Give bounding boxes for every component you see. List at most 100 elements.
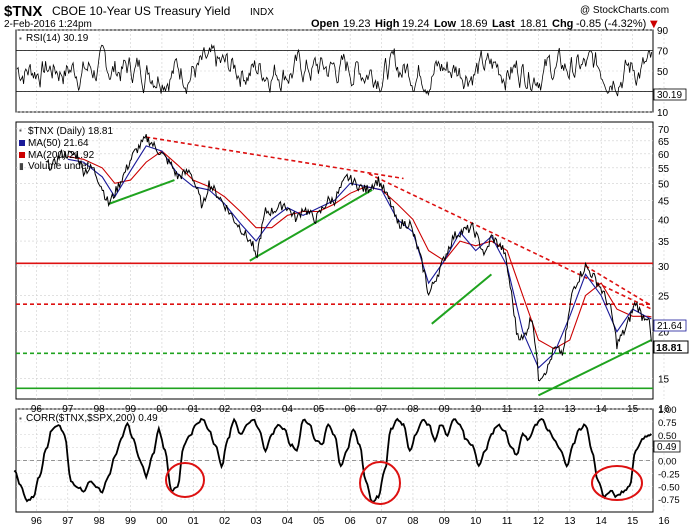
ohlc-readout: Open 19.23 High 19.24 Low 18.69 Last 18.… (311, 18, 658, 30)
x-tick-label: 09 (439, 404, 451, 415)
ma200-line (67, 150, 652, 350)
chart-symbol: $TNX (4, 3, 42, 20)
legend-item: Volume undef (28, 161, 89, 172)
y-tick-label: 0.50 (658, 431, 677, 442)
high-value: 19.24 (402, 18, 430, 30)
y-tick-label: 30 (658, 262, 670, 273)
x-tick-label: 04 (282, 516, 294, 527)
x-tick-label: 01 (188, 516, 200, 527)
x-tick-label: 07 (376, 404, 388, 415)
resistance-trendline (368, 173, 652, 310)
chg-label: Chg (552, 18, 573, 30)
x-tick-label: 96 (31, 404, 43, 415)
price-panel (15, 121, 654, 400)
x-tick-label: 96 (31, 516, 43, 527)
x-tick-label: 05 (313, 516, 325, 527)
support-trendline (538, 339, 652, 397)
x-tick-label: 16 (658, 404, 670, 415)
annotation-circle (591, 465, 643, 501)
x-tick-label: 14 (596, 516, 608, 527)
x-tick-label: 98 (94, 516, 106, 527)
legend-item: MA(200) 21.92 (28, 150, 95, 161)
corr-legend: ▪ CORR($TNX,$SPX,200) 0.49 (19, 413, 158, 424)
annotation-circle (165, 462, 205, 498)
y-tick-label: -0.75 (658, 495, 680, 506)
y-tick-label: -0.25 (658, 469, 680, 480)
x-tick-label: 05 (313, 404, 325, 415)
ma50-tag: 21.64 (657, 321, 682, 332)
chg-value: -0.85 (-4.32%) (576, 18, 646, 30)
x-tick-label: 14 (596, 404, 608, 415)
support-trendline (108, 179, 175, 205)
checkbox-icon: ▪ (19, 34, 22, 43)
price-value-tags: 21.64 18.81 (653, 319, 689, 354)
legend-swatch (19, 152, 25, 158)
x-tick-label: 04 (282, 404, 294, 415)
last-price-tag: 18.81 (656, 342, 682, 354)
last-label: Last (492, 18, 515, 30)
x-tick-label: 03 (250, 404, 262, 415)
rsi-last-value: 30.19 (657, 90, 682, 101)
y-tick-label: 25 (658, 292, 670, 303)
x-tick-label: 06 (345, 404, 357, 415)
rsi-title: RSI(14) 30.19 (26, 33, 89, 44)
x-tick-label: 12 (533, 516, 545, 527)
resistance-trendline (146, 136, 404, 180)
y-tick-label: 1.00 (658, 405, 677, 416)
legend-item: $TNX (Daily) 18.81 (28, 126, 113, 137)
x-tick-label: 06 (345, 516, 357, 527)
x-tick-label: 97 (62, 404, 74, 415)
x-tick-label: 12 (533, 404, 545, 415)
y-tick-label: 35 (658, 237, 670, 248)
last-value: 18.81 (520, 18, 548, 30)
y-tick-label: 55 (658, 164, 670, 175)
x-tick-label: 03 (250, 516, 262, 527)
x-tick-label: 98 (94, 404, 106, 415)
watermark: @ StockCharts.com (580, 5, 669, 16)
x-tick-label: 97 (62, 516, 74, 527)
x-tick-label: 11 (502, 516, 513, 527)
x-tick-label: 08 (407, 516, 419, 527)
low-value: 18.69 (460, 18, 488, 30)
rsi-line (16, 43, 653, 97)
y-tick-label: 20 (658, 328, 670, 339)
support-trendline (431, 273, 493, 325)
open-label: Open (311, 18, 339, 30)
grid-lines (16, 29, 665, 512)
volume-bars-icon: ▮ (19, 162, 24, 172)
low-label: Low (434, 18, 456, 30)
annotation-circle (359, 461, 401, 505)
chart-date: 2-Feb-2016 1:24pm (4, 19, 92, 30)
rsi-value-tag: 30.19 (653, 88, 687, 101)
x-tick-label: 01 (188, 404, 200, 415)
corr-last-value: 0.49 (657, 442, 677, 453)
annotation-layer (165, 461, 643, 505)
x-tick-label: 02 (219, 404, 231, 415)
y-tick-label: 50 (658, 179, 670, 190)
corr-value-tag: 0.49 (653, 440, 681, 453)
legend-item: MA(50) 21.64 (28, 138, 89, 149)
support-trendline (249, 189, 373, 262)
y-tick-label: 90 (657, 26, 669, 37)
x-tick-label: 99 (125, 404, 137, 415)
y-tick-label: 65 (658, 137, 670, 148)
x-tick-label: 13 (564, 516, 576, 527)
x-tick-label: 09 (439, 516, 451, 527)
y-tick-label: -0.50 (658, 482, 680, 493)
y-tick-label: 70 (658, 125, 670, 136)
y-tick-label: 50 (657, 67, 669, 78)
x-tick-label: 10 (470, 404, 482, 415)
y-tick-label: 40 (658, 215, 670, 226)
reference-lines (16, 50, 653, 461)
high-label: High (375, 18, 400, 30)
ma50-line (67, 145, 652, 369)
x-tick-label: 00 (156, 516, 168, 527)
checkbox-icon: ▪ (19, 126, 22, 135)
y-tick-label: 45 (658, 196, 670, 207)
checkbox-icon: ▪ (19, 414, 22, 423)
down-arrow-icon: ▼ (650, 19, 658, 30)
x-tick-label: 99 (125, 516, 137, 527)
price-legend: ▪ $TNX (Daily) 18.81 MA(50) 21.64 MA(200… (19, 126, 113, 172)
chart-title: CBOE 10-Year US Treasury Yield (52, 4, 230, 18)
y-tick-label: 10 (657, 108, 669, 119)
